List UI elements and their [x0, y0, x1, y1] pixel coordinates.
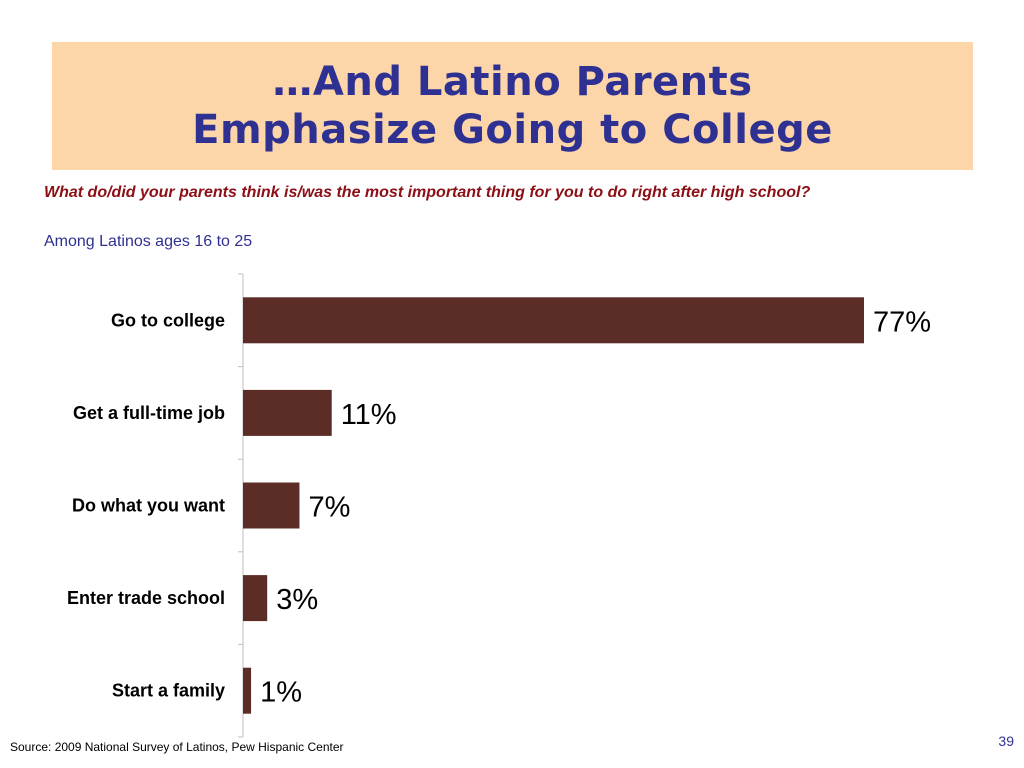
survey-question: What do/did your parents think is/was th… [44, 184, 811, 201]
value-label: 7% [308, 492, 350, 524]
slide-title-line-1: …And Latino Parents [272, 59, 753, 105]
value-label: 1% [260, 677, 302, 709]
category-label: Get a full-time job [73, 403, 225, 423]
bar [243, 389, 332, 436]
title-box: …And Latino Parents Emphasize Going to C… [52, 42, 973, 170]
value-label: 77% [873, 306, 931, 338]
source-note: Source: 2009 National Survey of Latinos,… [10, 740, 344, 754]
category-label: Do what you want [72, 496, 225, 516]
value-label: 11% [341, 399, 397, 431]
bar [243, 297, 864, 344]
category-label: Enter trade school [67, 588, 225, 608]
bar [243, 575, 268, 622]
page-number: 39 [998, 733, 1014, 749]
slide-title-line-2: Emphasize Going to College [192, 107, 833, 153]
bar [243, 667, 252, 714]
chart-subtitle: Among Latinos ages 16 to 25 [44, 233, 253, 250]
category-label: Start a family [112, 681, 225, 701]
value-label: 3% [276, 584, 318, 616]
category-label: Go to college [111, 310, 225, 330]
bar [243, 482, 300, 529]
